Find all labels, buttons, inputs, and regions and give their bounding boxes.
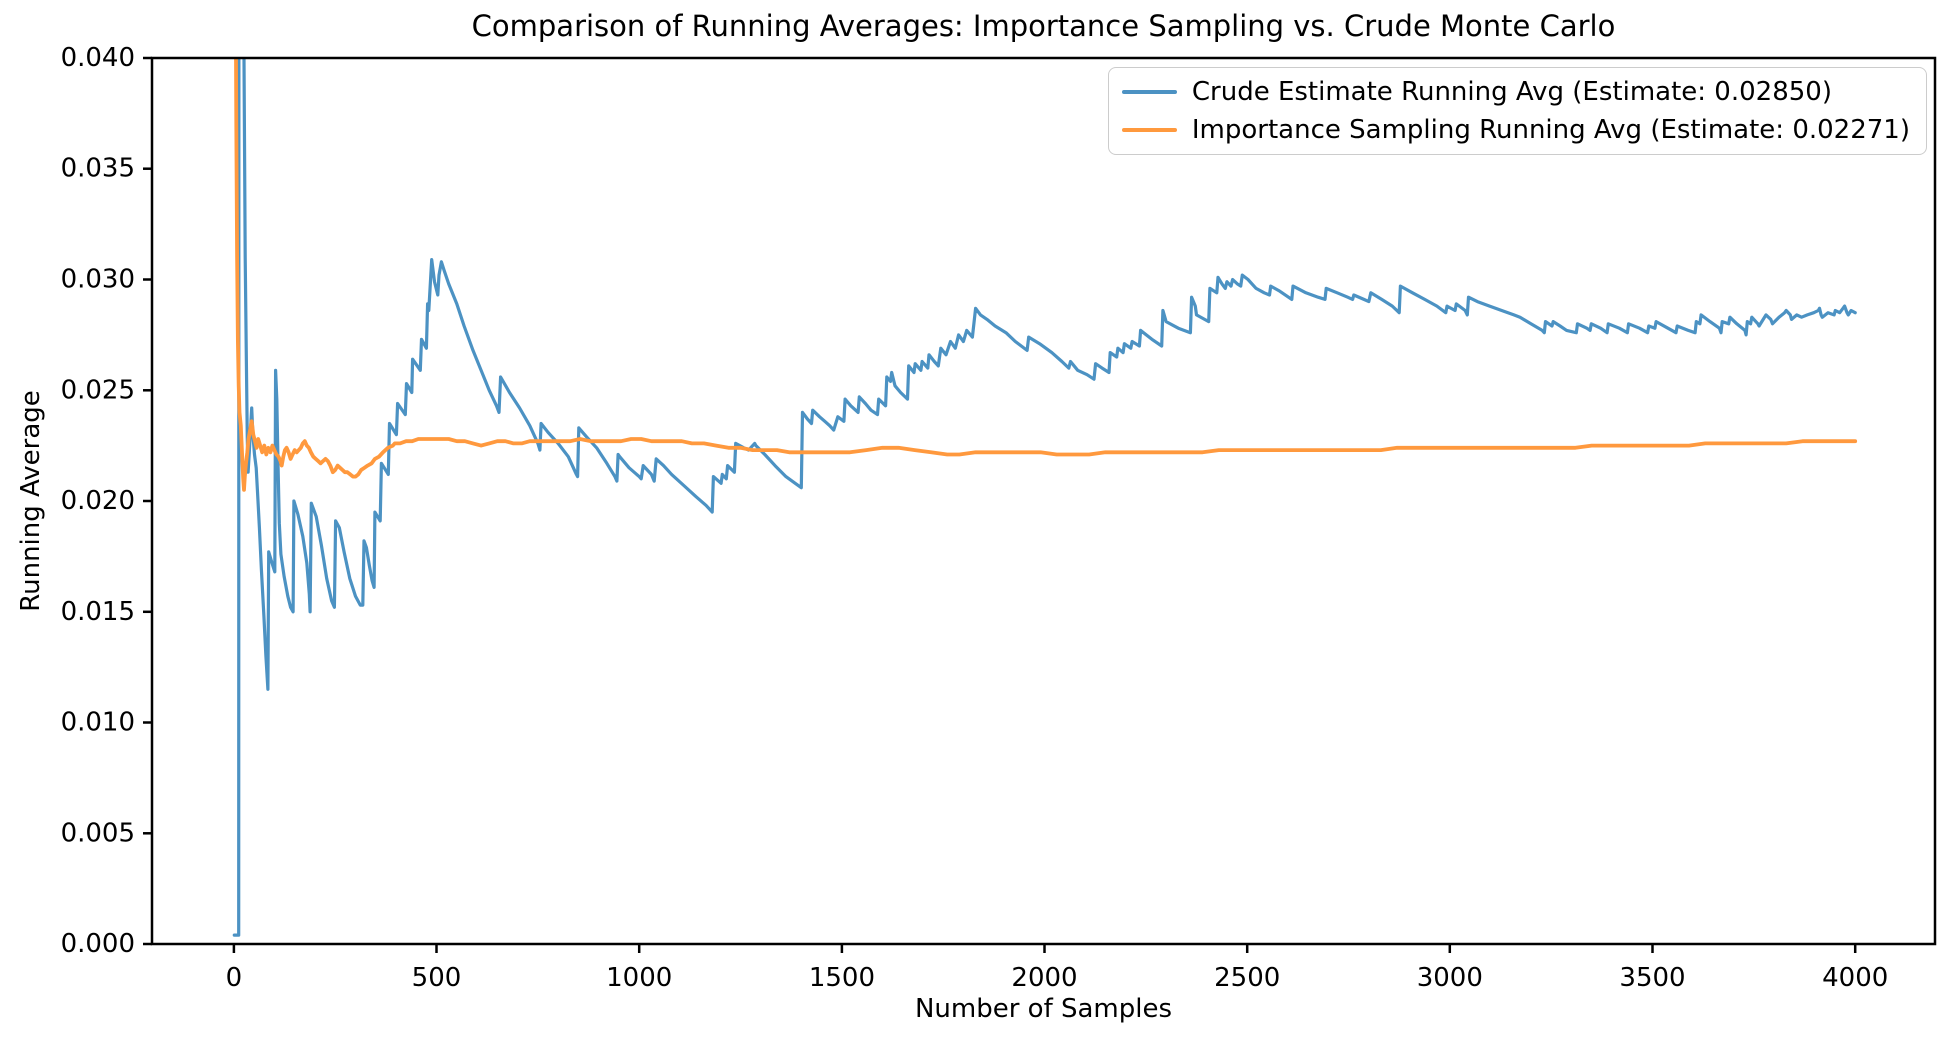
svg-text:3000: 3000 — [1417, 963, 1483, 993]
series-line-1 — [234, 58, 1858, 492]
svg-text:0.015: 0.015 — [61, 597, 135, 627]
svg-text:2000: 2000 — [1011, 963, 1077, 993]
svg-text:0.030: 0.030 — [61, 265, 135, 295]
svg-text:0.025: 0.025 — [61, 375, 135, 405]
svg-text:3500: 3500 — [1619, 963, 1685, 993]
importance-line-swatch — [1121, 128, 1177, 132]
svg-text:0.035: 0.035 — [61, 154, 135, 184]
svg-text:500: 500 — [412, 963, 462, 993]
svg-text:0.040: 0.040 — [61, 43, 135, 73]
legend: Crude Estimate Running Avg (Estimate: 0.… — [1107, 67, 1927, 155]
legend-entry-crude: Crude Estimate Running Avg (Estimate: 0.… — [1121, 77, 1910, 107]
chart-title: Comparison of Running Averages: Importan… — [471, 9, 1616, 43]
plot-spines — [150, 56, 1937, 946]
y-axis-ticks: 0.000 0.005 0.010 0.015 0.020 0.025 0.030 0.035… — [61, 43, 152, 959]
svg-text:2500: 2500 — [1214, 963, 1280, 993]
svg-text:0.010: 0.010 — [61, 708, 135, 738]
crude-line-swatch — [1121, 90, 1177, 94]
svg-text:1500: 1500 — [809, 963, 875, 993]
legend-label-crude: Crude Estimate Running Avg (Estimate: 0.… — [1191, 77, 1832, 107]
svg-text:0.005: 0.005 — [61, 818, 135, 848]
svg-text:0.020: 0.020 — [61, 486, 135, 516]
x-axis-label: Number of Samples — [914, 994, 1173, 1024]
svg-text:4000: 4000 — [1822, 963, 1888, 993]
x-axis-ticks: 0 500 1000 1500 2000 2500 3000 3500 4000 — [226, 944, 1888, 993]
legend-label-importance: Importance Sampling Running Avg (Estimat… — [1191, 115, 1910, 145]
series-line-0 — [232, 58, 1857, 937]
svg-text:1000: 1000 — [606, 963, 672, 993]
svg-text:0: 0 — [226, 963, 243, 993]
svg-text:0.000: 0.000 — [61, 929, 135, 959]
legend-entry-importance: Importance Sampling Running Avg (Estimat… — [1121, 115, 1910, 145]
